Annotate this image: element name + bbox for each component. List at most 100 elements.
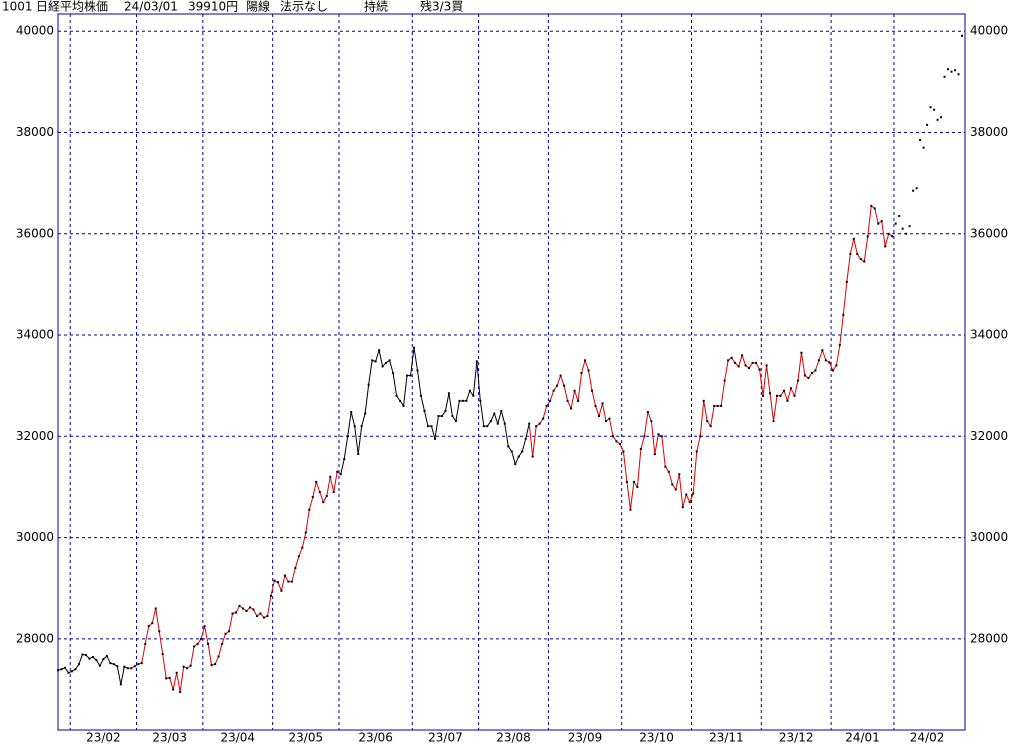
price-segment	[312, 481, 317, 498]
price-point	[695, 450, 698, 453]
price-point	[667, 470, 670, 473]
price-point	[161, 653, 164, 656]
price-segment	[787, 388, 792, 401]
name: 日経平均株価	[36, 0, 108, 14]
y-tick-label: 40000	[970, 24, 1008, 38]
price-segment	[528, 423, 534, 457]
price-segment	[741, 355, 747, 366]
price-segment	[896, 216, 899, 224]
price-point	[98, 664, 101, 667]
price-point	[646, 411, 649, 414]
price-segment	[190, 646, 195, 666]
price-segment	[403, 375, 408, 406]
price-point	[727, 359, 730, 362]
price-segment	[315, 481, 321, 493]
price-segment	[448, 393, 453, 417]
price-segment	[500, 410, 506, 424]
price-segment	[301, 532, 307, 548]
price-segment	[144, 626, 150, 645]
price-segment	[608, 418, 614, 437]
price-segment	[169, 677, 174, 690]
price-point	[74, 668, 77, 671]
price-segment	[800, 352, 806, 376]
x-tick-label: 23/09	[568, 731, 603, 745]
price-point	[584, 359, 587, 362]
price-point	[611, 435, 614, 438]
price-point	[280, 589, 283, 592]
y-tick-label: 38000	[16, 125, 54, 139]
price-point	[238, 604, 241, 607]
price-point	[884, 245, 887, 248]
price-point	[440, 415, 443, 418]
x-tick-label: 23/03	[152, 731, 187, 745]
price-point	[329, 475, 332, 478]
price-point	[664, 465, 667, 468]
price-point	[168, 676, 171, 679]
price-point	[276, 581, 279, 584]
price-point	[447, 392, 450, 395]
price-point	[905, 232, 908, 235]
price-point	[486, 425, 489, 428]
price-point	[210, 664, 213, 667]
price-point	[193, 645, 196, 648]
x-tick-label: 23/08	[496, 731, 531, 745]
price-segment	[934, 110, 937, 120]
price-segment	[504, 423, 509, 447]
price-segment	[490, 413, 495, 422]
price-point	[430, 425, 433, 428]
price-segment	[284, 575, 289, 582]
price-segment	[514, 456, 520, 465]
price-point	[545, 404, 548, 407]
price-segment	[277, 581, 282, 591]
price-point	[60, 668, 63, 671]
price-point	[954, 69, 957, 72]
y-tick-label: 34000	[970, 328, 1008, 342]
price-point	[660, 435, 663, 438]
price-point	[489, 420, 492, 423]
price-point	[517, 455, 520, 458]
price-point	[936, 118, 939, 121]
price-point	[200, 637, 203, 640]
price-point	[332, 491, 335, 494]
price-point	[587, 369, 590, 372]
price-point	[636, 485, 639, 488]
price-point	[629, 508, 632, 511]
price-point	[154, 607, 157, 610]
price-point	[852, 237, 855, 240]
price-segment	[647, 411, 652, 422]
price-point	[772, 420, 775, 423]
price-segment	[769, 393, 775, 422]
price-segment	[622, 451, 628, 482]
price-point	[413, 346, 416, 349]
price-segment	[389, 360, 394, 374]
price-point	[901, 227, 904, 230]
price-segment	[595, 405, 600, 417]
price-point	[713, 404, 716, 407]
price-point	[269, 594, 272, 597]
price-segment	[924, 125, 927, 148]
price-point	[598, 415, 601, 418]
x-tick-label: 23/05	[289, 731, 324, 745]
price-point	[140, 662, 143, 665]
price-segment	[759, 369, 764, 396]
price-point	[479, 399, 482, 402]
price-segment	[392, 372, 398, 396]
price-segment	[849, 238, 855, 255]
price-point	[524, 437, 527, 440]
price-point	[231, 612, 234, 615]
price-segment	[574, 390, 579, 402]
price-point	[929, 106, 932, 109]
price-segment	[417, 370, 422, 396]
price-point	[119, 683, 122, 686]
y-tick-label: 28000	[970, 631, 1008, 645]
price-point	[301, 546, 304, 549]
price-segment	[151, 608, 157, 624]
price-segment	[521, 438, 527, 452]
price-point	[608, 417, 611, 420]
price-segment	[368, 360, 373, 385]
price-point	[416, 369, 419, 372]
price-point	[472, 394, 475, 397]
price-point	[350, 411, 353, 414]
price-point	[940, 116, 943, 119]
price-segment	[308, 496, 314, 510]
